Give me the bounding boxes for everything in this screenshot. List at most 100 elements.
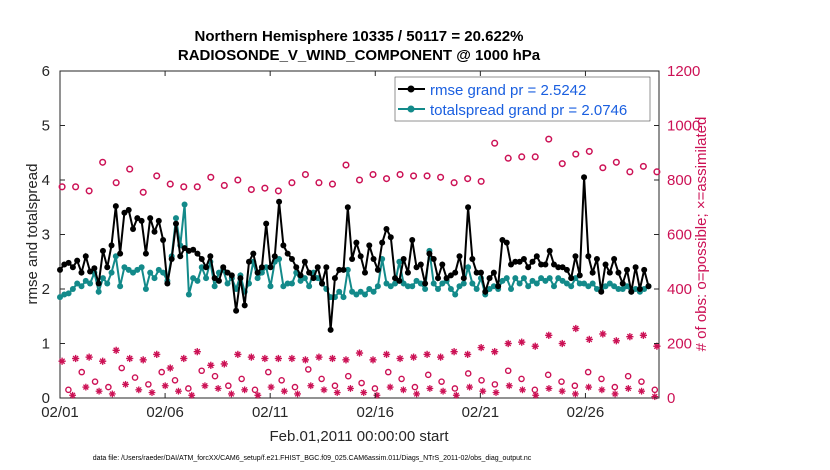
possible-obs-marker <box>145 381 152 388</box>
totalspread-point <box>546 275 553 282</box>
possible-obs-marker <box>171 376 179 384</box>
rmse-point <box>452 269 459 276</box>
legend-box <box>394 76 651 122</box>
totalspread-point <box>559 277 566 284</box>
possible-obs-marker <box>518 375 525 383</box>
totalspread-point <box>396 258 403 265</box>
totalspread-point <box>357 288 364 295</box>
assimilated-obs-marker <box>288 354 296 363</box>
possible-obs-marker <box>639 162 647 170</box>
assimilated-obs-marker <box>193 348 201 356</box>
assimilated-obs-marker <box>201 382 209 390</box>
possible-obs-marker <box>438 378 445 385</box>
possible-obs-marker <box>398 375 405 383</box>
rmse-point <box>473 269 480 276</box>
assimilated-obs-marker <box>519 386 526 394</box>
rmse-point <box>224 269 231 276</box>
assimilated-obs-marker <box>572 324 580 333</box>
possible-obs-marker <box>531 153 539 161</box>
rmse-point <box>533 253 540 260</box>
assimilated-obs-marker <box>108 390 116 398</box>
assimilated-obs-marker <box>651 393 659 401</box>
rmse-point <box>409 236 416 243</box>
rmse-point <box>495 283 502 290</box>
rmse-point <box>314 264 321 271</box>
totalspread-point <box>276 256 283 263</box>
possible-obs-marker <box>369 171 377 179</box>
totalspread-point <box>284 280 291 287</box>
totalspread-point <box>611 283 618 290</box>
assimilated-obs-marker <box>532 391 540 399</box>
assimilated-obs-marker <box>99 357 107 365</box>
assimilated-obs-marker <box>214 385 222 392</box>
totalspread-point <box>263 264 270 271</box>
y-tick-label: 5 <box>42 118 50 135</box>
rmse-point <box>443 275 450 282</box>
possible-obs-marker <box>198 367 205 375</box>
rmse-point <box>134 215 141 222</box>
assimilated-obs-marker <box>355 349 364 357</box>
rmse-point <box>117 250 124 257</box>
totalspread-point <box>456 283 463 290</box>
possible-obs-marker <box>85 187 93 195</box>
totalspread-point <box>606 280 613 287</box>
possible-obs-marker <box>358 379 365 387</box>
assimilated-obs-marker <box>261 354 269 363</box>
possible-obs-marker <box>572 150 580 158</box>
rmse-point <box>147 215 154 222</box>
totalspread-point <box>473 286 480 292</box>
totalspread-point <box>632 286 639 292</box>
possible-obs-marker <box>105 383 112 391</box>
x-tick-label: 02/06 <box>146 404 184 421</box>
rmse-point <box>538 261 545 268</box>
totalspread-point <box>134 266 141 273</box>
rmse-point <box>353 239 360 246</box>
possible-obs-marker <box>410 172 418 180</box>
totalspread-point <box>340 294 347 301</box>
assimilated-obs-marker <box>369 356 377 364</box>
rmse-point <box>280 242 287 249</box>
assimilated-obs-marker <box>280 387 288 395</box>
possible-obs-marker <box>344 372 352 380</box>
rmse-point <box>91 265 98 272</box>
rmse-point <box>82 253 89 260</box>
rmse-point <box>632 264 639 271</box>
rmse-point <box>194 250 201 257</box>
assimilated-obs-marker <box>175 387 182 395</box>
assimilated-obs-marker <box>126 354 134 363</box>
assimilated-obs-marker <box>531 342 539 350</box>
totalspread-point <box>125 266 132 273</box>
possible-obs-marker <box>72 183 80 191</box>
possible-obs-marker <box>450 179 458 187</box>
rmse-point <box>555 264 562 271</box>
assimilated-obs-marker <box>612 337 620 345</box>
assimilated-obs-marker <box>638 387 645 395</box>
rmse-point <box>439 261 446 268</box>
rmse-point <box>95 280 102 287</box>
totalspread-point <box>512 275 519 282</box>
totalspread-point <box>533 280 540 287</box>
totalspread-point <box>439 280 446 287</box>
assimilated-obs-marker <box>122 380 129 388</box>
possible-obs-marker <box>396 171 404 179</box>
totalspread-point <box>624 283 631 290</box>
rmse-point <box>297 272 304 279</box>
possible-obs-marker <box>545 135 553 143</box>
rmse-point <box>546 247 553 254</box>
rmse-point <box>104 264 111 271</box>
rmse-point <box>413 264 420 271</box>
rmse-point <box>624 266 631 273</box>
y-tick-label: 3 <box>42 227 50 244</box>
totalspread-point <box>615 286 622 292</box>
totalspread-point <box>568 283 575 290</box>
totalspread-point <box>69 286 76 292</box>
rmse-point <box>357 253 364 260</box>
totalspread-point <box>147 269 154 276</box>
x-tick-label: 02/26 <box>567 404 605 421</box>
totalspread-point <box>254 275 261 282</box>
totalspread-point <box>447 286 454 292</box>
rmse-point <box>271 253 278 260</box>
possible-obs-marker <box>118 364 126 372</box>
right-y-tick-label: 1000 <box>667 118 700 135</box>
totalspread-point <box>550 283 557 290</box>
